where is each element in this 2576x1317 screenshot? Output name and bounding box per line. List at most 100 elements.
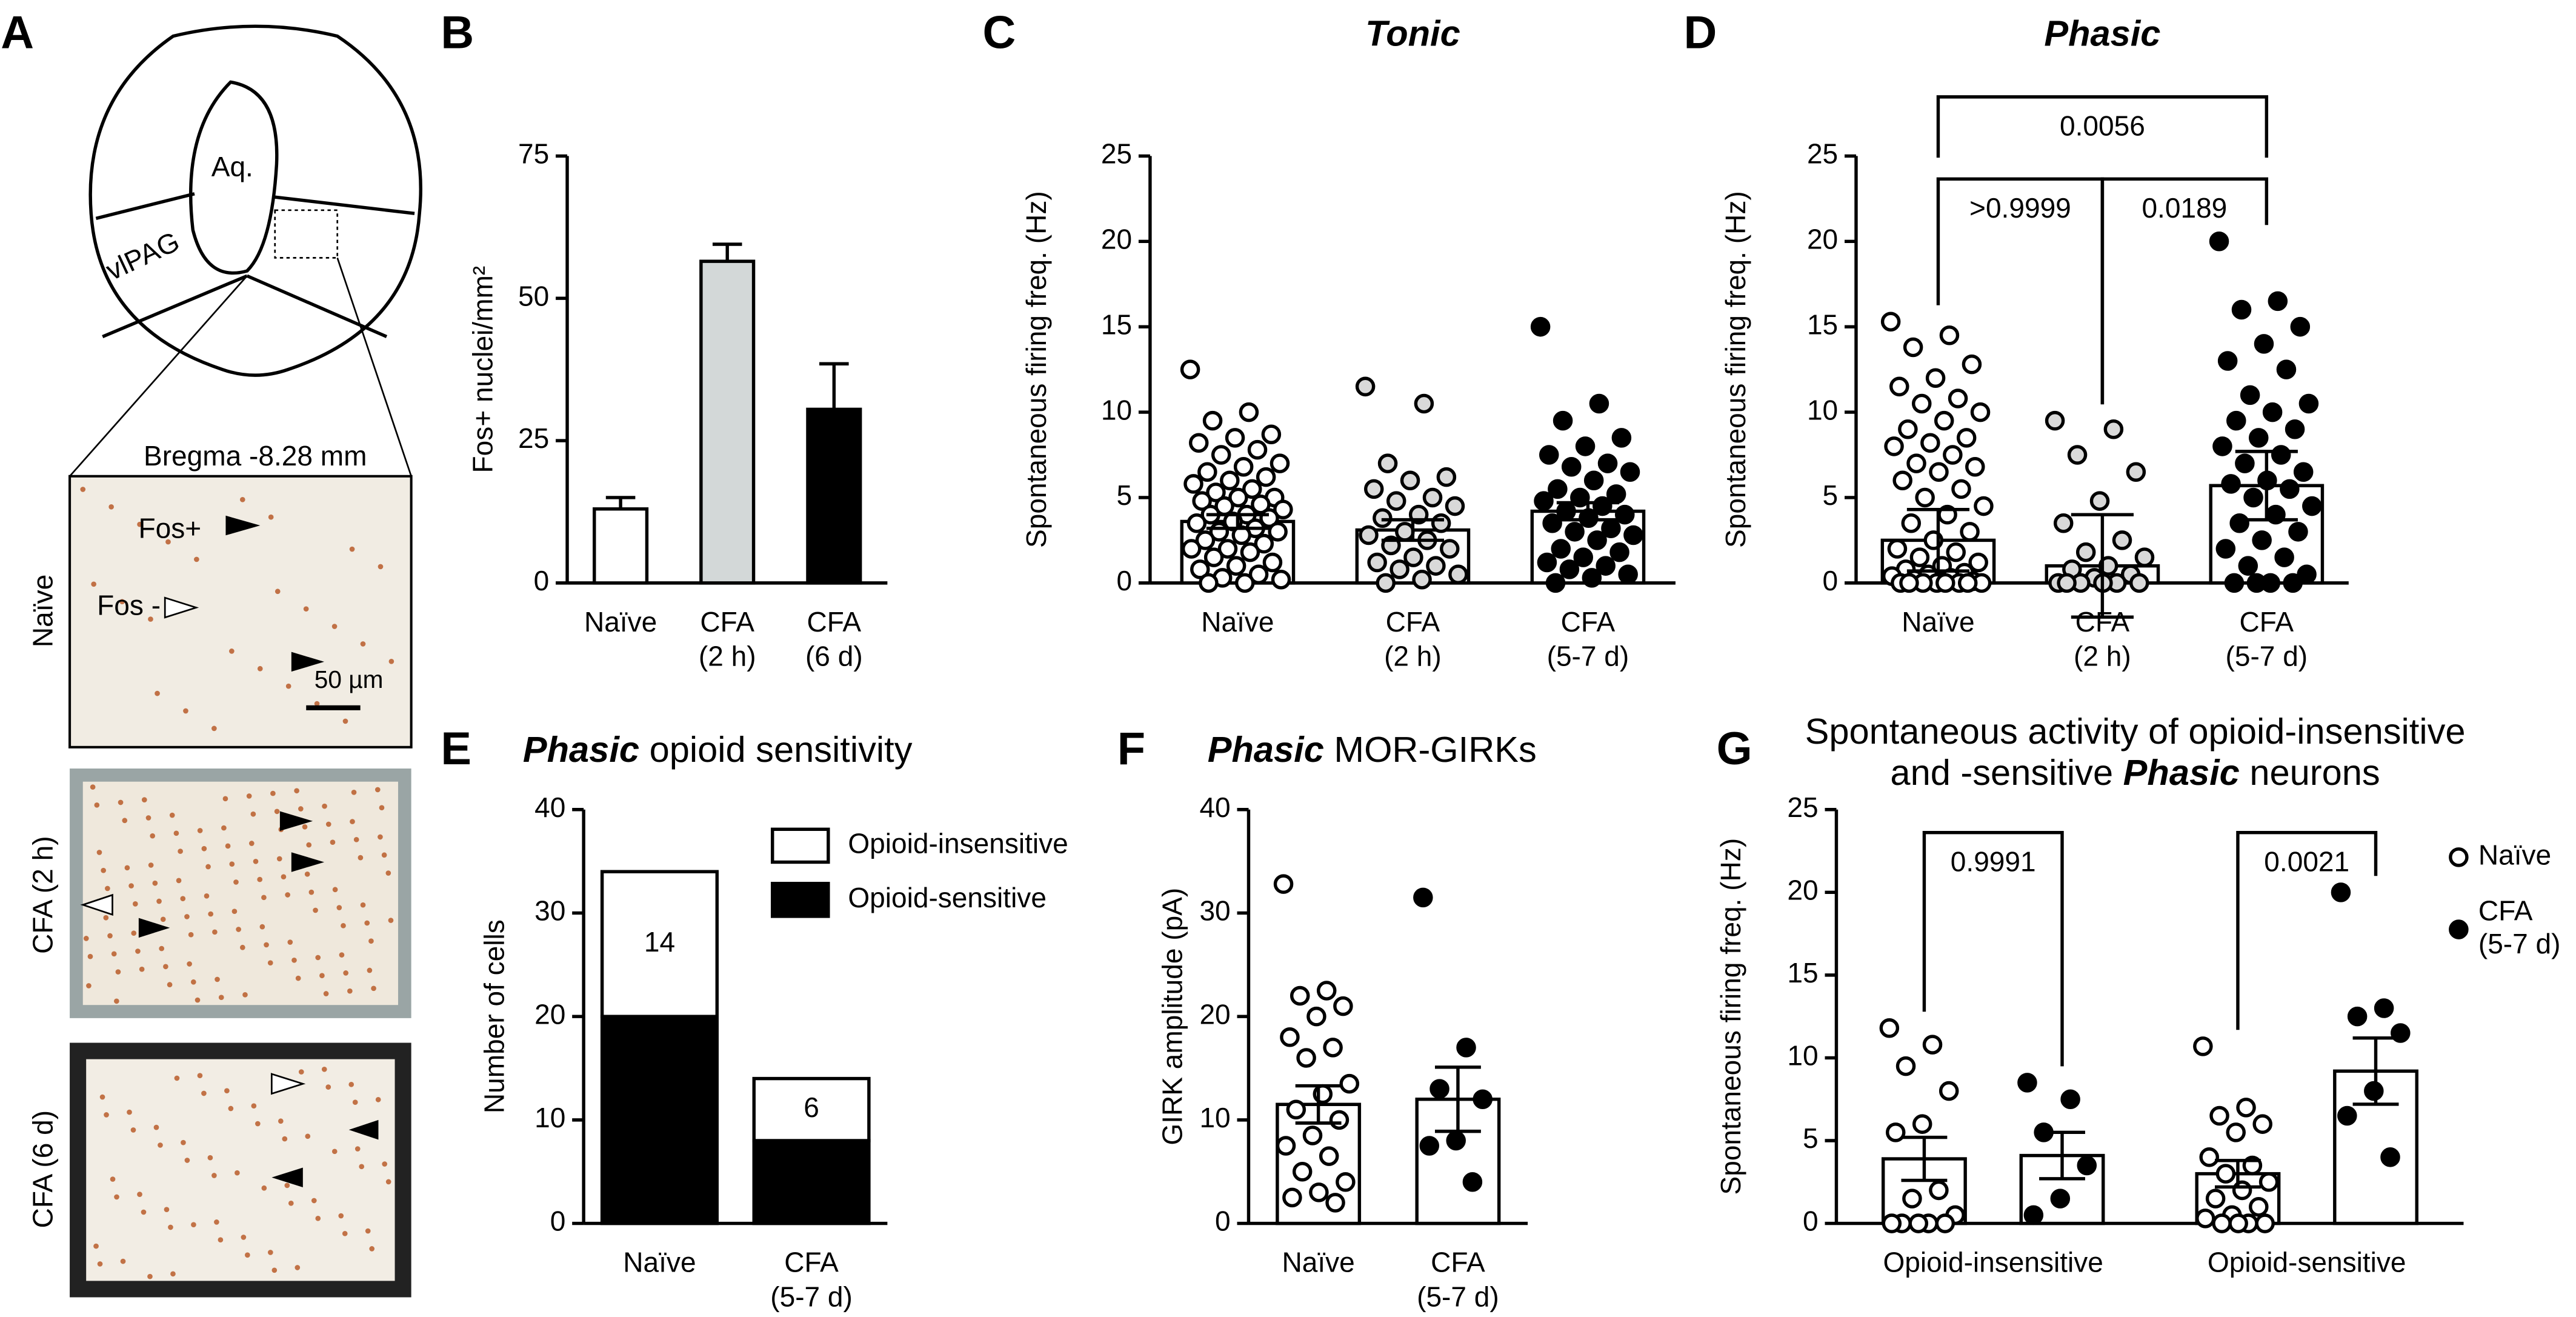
cell (284, 1182, 290, 1189)
data-point (1565, 522, 1585, 542)
data-point (1197, 462, 1217, 482)
data-point (2050, 1189, 2071, 1209)
aqueduct-label: Aq. (211, 151, 253, 182)
data-point (1309, 1182, 1329, 1202)
cell (211, 725, 217, 732)
data-point (2337, 1105, 2357, 1126)
data-point (1386, 491, 1406, 511)
cell (130, 1127, 136, 1133)
cell (314, 701, 320, 707)
cell (246, 793, 252, 799)
cell (107, 933, 113, 939)
data-point (1925, 368, 1946, 388)
cell (108, 504, 114, 510)
data-point (1254, 533, 1274, 554)
chart-title: Phasic (2044, 13, 2160, 53)
x-tick-label: Naïve (1201, 606, 1274, 638)
cell (90, 784, 96, 790)
cell (308, 889, 315, 895)
cell (96, 850, 102, 855)
data-point (2243, 487, 2263, 508)
chart-title: Spontaneous activity of opioid-insensiti… (1805, 711, 2466, 752)
title-segment: Phasic (2123, 752, 2240, 793)
data-point (2293, 462, 2314, 482)
data-point (1909, 547, 1930, 567)
y-axis-label: Spontaneous firing freq. (Hz) (1020, 191, 1052, 548)
data-point (1615, 504, 1635, 525)
cell (347, 988, 353, 994)
p-value-label: 0.0189 (2142, 192, 2227, 224)
cell (332, 887, 338, 893)
y-tick-label: 15 (1807, 308, 1838, 340)
title-segment: Phasic (2044, 13, 2160, 53)
cell (174, 1075, 180, 1081)
cell (311, 1198, 317, 1204)
cell (214, 1219, 219, 1225)
x-tick-label: Opioid-sensitive (2208, 1246, 2406, 1278)
cell (145, 815, 151, 821)
region-label: vlPAG (101, 225, 184, 287)
data-point (1239, 402, 1259, 422)
cell (295, 1265, 301, 1270)
cell (342, 718, 348, 724)
x-tick-label: CFA (1561, 606, 1616, 638)
x-tick-label: (5-7 d) (770, 1281, 853, 1312)
data-point (1190, 559, 1210, 579)
data-point (2089, 491, 2110, 511)
data-point (1419, 1136, 1439, 1156)
cell (385, 870, 391, 876)
error-bar (1295, 1084, 1342, 1125)
data-point (1934, 410, 1954, 431)
cell (281, 874, 287, 880)
cell (94, 802, 100, 808)
cell (178, 849, 183, 854)
p-value-label: >0.9999 (1969, 192, 2071, 224)
cell (110, 1176, 116, 1182)
cell (369, 1246, 375, 1252)
data-point (1188, 433, 1209, 453)
cell (336, 905, 342, 910)
error-bar (1381, 518, 1445, 542)
cell (207, 1155, 213, 1161)
cell (353, 837, 359, 842)
data-point (2331, 882, 2351, 902)
data-point (2285, 419, 2305, 439)
data-point (1551, 539, 1571, 559)
bar (600, 870, 719, 1018)
cell (184, 1158, 190, 1163)
significance-bracket (2100, 177, 2269, 405)
x-tick-label: (2 h) (1384, 641, 1442, 672)
error-bar (2039, 1130, 2085, 1181)
y-tick-label: 20 (1199, 998, 1230, 1030)
cell (218, 1237, 224, 1243)
data-point (1436, 467, 1457, 487)
data-point (2067, 445, 2088, 465)
cell (349, 546, 355, 552)
error-bar (2214, 1159, 2261, 1189)
cell (137, 521, 142, 527)
cell (97, 1261, 103, 1267)
y-tick-label: 10 (1787, 1040, 1818, 1072)
cell (313, 907, 318, 913)
cell (306, 842, 312, 848)
cell (137, 1192, 142, 1197)
cell (315, 955, 321, 961)
data-point (1448, 564, 1468, 585)
data-point (2347, 1006, 2368, 1027)
y-tick-label: 0 (1215, 1205, 1231, 1237)
data-point (1906, 453, 1926, 473)
data-point (1186, 513, 1207, 533)
cell (291, 957, 297, 963)
cell (195, 997, 201, 1003)
data-point (1939, 325, 1960, 345)
data-point (2098, 556, 2118, 576)
data-point (1965, 456, 1985, 477)
data-point (1390, 559, 1409, 579)
cell (264, 942, 269, 948)
data-point (1363, 479, 1384, 499)
cell (267, 960, 273, 966)
legend-label: CFA (2478, 895, 2533, 927)
data-point (2274, 547, 2294, 567)
condition-label: CFA (6 d) (27, 1110, 59, 1228)
region-lines (95, 192, 415, 338)
